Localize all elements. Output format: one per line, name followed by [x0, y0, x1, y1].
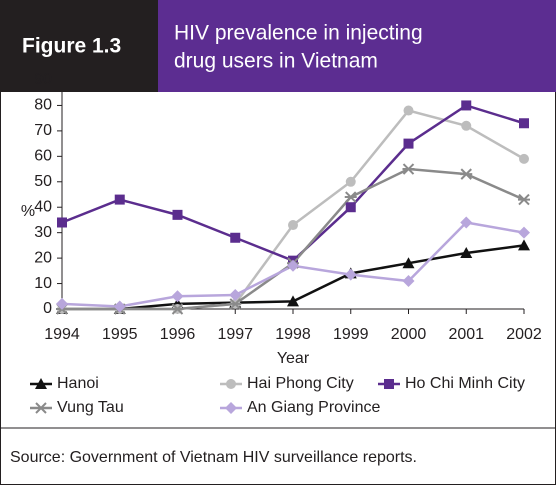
- marker: [57, 217, 67, 228]
- marker: [171, 290, 184, 303]
- x-tick-label: 2000: [391, 326, 427, 343]
- marker: [56, 297, 68, 310]
- y-tick-label: 90: [34, 71, 52, 88]
- marker: [345, 176, 356, 187]
- marker: [403, 105, 414, 116]
- marker: [519, 153, 529, 164]
- y-axis-label: %: [21, 203, 35, 220]
- title-box: [158, 0, 556, 92]
- y-tick-label: 40: [34, 198, 52, 215]
- legend-label: An Giang Province: [247, 399, 381, 416]
- legend-label: Hai Phong City: [247, 375, 354, 392]
- x-tick-label: 1997: [217, 326, 253, 343]
- y-tick-label: 50: [34, 173, 52, 190]
- marker: [460, 216, 473, 229]
- marker: [113, 300, 126, 313]
- x-tick-label: 2002: [506, 326, 542, 343]
- legend-label: Ho Chi Minh City: [405, 375, 525, 392]
- marker: [518, 193, 530, 206]
- marker: [519, 118, 529, 129]
- marker: [402, 257, 415, 269]
- y-tick-label: 80: [34, 97, 52, 114]
- x-tick-label: 1995: [102, 326, 138, 343]
- legend-marker: [35, 378, 47, 389]
- y-tick-label: 60: [34, 148, 52, 165]
- legend-label: Hanoi: [57, 375, 99, 392]
- x-tick-label: 1996: [160, 326, 196, 343]
- marker: [402, 275, 415, 288]
- y-tick-label: 70: [34, 122, 52, 139]
- legend-marker: [226, 379, 236, 389]
- marker: [171, 303, 184, 315]
- title-line: HIV prevalence in injecting: [174, 22, 423, 45]
- source: Source: Government of Vietnam HIV survei…: [10, 449, 417, 466]
- legend-label: Vung Tau: [57, 399, 124, 416]
- x-tick-label: 1998: [275, 326, 311, 343]
- marker: [344, 191, 357, 203]
- marker: [288, 220, 298, 231]
- label-box: [0, 0, 158, 92]
- legend-marker: [384, 379, 394, 389]
- marker: [460, 247, 473, 259]
- legend-marker: [35, 402, 47, 414]
- y-tick-label: 20: [34, 249, 52, 266]
- marker: [172, 209, 183, 220]
- marker: [518, 239, 530, 251]
- marker: [287, 259, 299, 272]
- x-tick-label: 1999: [333, 326, 369, 343]
- x-tick-label: 1994: [44, 326, 80, 343]
- marker: [230, 232, 241, 243]
- figure-label: Figure 1.3: [22, 35, 121, 58]
- marker: [114, 194, 125, 205]
- y-tick-label: 10: [34, 275, 52, 292]
- marker: [229, 289, 242, 302]
- y-tick-label: 30: [34, 224, 52, 241]
- y-tick-label: 0: [43, 300, 52, 317]
- marker: [345, 202, 356, 213]
- marker: [518, 226, 530, 239]
- marker: [287, 295, 299, 307]
- title-line: drug users in Vietnam: [174, 50, 378, 73]
- x-tick-label: 2001: [448, 326, 484, 343]
- legend-marker: [225, 402, 237, 414]
- marker: [403, 138, 414, 149]
- marker: [229, 298, 242, 310]
- marker: [461, 100, 472, 111]
- marker: [344, 268, 357, 281]
- marker: [460, 168, 473, 180]
- marker: [402, 163, 415, 175]
- x-axis-label: Year: [277, 350, 310, 367]
- marker: [461, 120, 472, 131]
